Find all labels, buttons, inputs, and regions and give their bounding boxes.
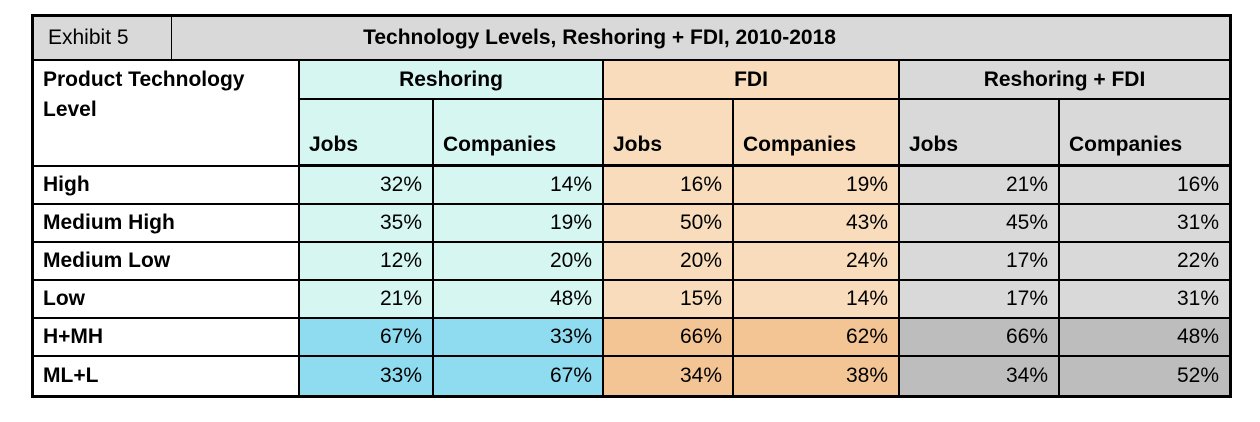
value-cell: 17% [900,243,1060,281]
col-header-rfdi-companies: Companies [1060,100,1229,167]
col-header-reshoring-jobs: Jobs [300,100,434,167]
group-header-fdi: FDI [604,61,900,100]
row-header-label: Product Technology Level [34,61,300,167]
group-header-reshoring: Reshoring [300,61,604,100]
value-cell: 34% [900,357,1060,395]
value-cell: 20% [434,243,604,281]
title-divider [171,17,172,59]
value-cell: 35% [300,205,434,243]
value-cell: 19% [734,167,900,205]
row-label: Medium High [34,205,300,243]
value-cell: 16% [1060,167,1229,205]
value-cell: 19% [434,205,604,243]
row-label: ML+L [34,357,300,395]
value-cell: 43% [734,205,900,243]
value-cell: 31% [1060,281,1229,319]
value-cell: 21% [300,281,434,319]
value-cell: 20% [604,243,734,281]
value-cell: 52% [1060,357,1229,395]
value-cell: 21% [900,167,1060,205]
value-cell: 67% [300,319,434,357]
value-cell: 48% [434,281,604,319]
value-cell: 12% [300,243,434,281]
value-cell: 48% [1060,319,1229,357]
value-cell: 16% [604,167,734,205]
value-cell: 33% [300,357,434,395]
row-label: H+MH [34,319,300,357]
col-header-reshoring-companies: Companies [434,100,604,167]
row-label: Low [34,281,300,319]
table-title: Technology Levels, Reshoring + FDI, 2010… [363,26,836,49]
value-cell: 66% [604,319,734,357]
row-label: Medium Low [34,243,300,281]
col-header-fdi-jobs: Jobs [604,100,734,167]
exhibit-table: Exhibit 5 Technology Levels, Reshoring +… [31,14,1232,398]
value-cell: 14% [434,167,604,205]
row-label: High [34,167,300,205]
col-header-fdi-companies: Companies [734,100,900,167]
value-cell: 38% [734,357,900,395]
exhibit-label: Exhibit 5 [48,26,129,49]
value-cell: 34% [604,357,734,395]
value-cell: 24% [734,243,900,281]
value-cell: 33% [434,319,604,357]
value-cell: 32% [300,167,434,205]
value-cell: 15% [604,281,734,319]
value-cell: 66% [900,319,1060,357]
value-cell: 31% [1060,205,1229,243]
title-bar: Exhibit 5 Technology Levels, Reshoring +… [34,17,1229,61]
value-cell: 50% [604,205,734,243]
value-cell: 22% [1060,243,1229,281]
value-cell: 14% [734,281,900,319]
col-header-rfdi-jobs: Jobs [900,100,1060,167]
value-cell: 67% [434,357,604,395]
value-cell: 17% [900,281,1060,319]
value-cell: 62% [734,319,900,357]
group-header-reshoring-fdi: Reshoring + FDI [900,61,1229,100]
value-cell: 45% [900,205,1060,243]
